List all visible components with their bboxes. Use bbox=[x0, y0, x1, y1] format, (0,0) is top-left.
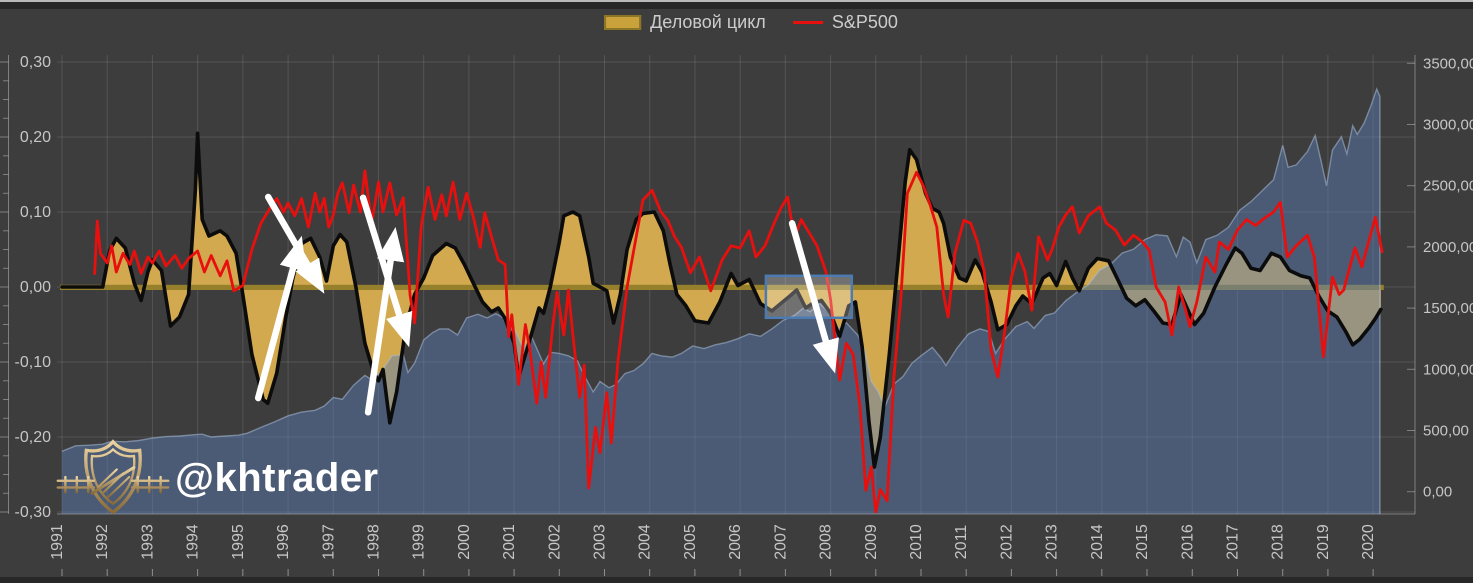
left-axis-label: -0,20 bbox=[15, 429, 52, 446]
x-axis-label: 2008 bbox=[818, 524, 835, 560]
x-axis-label: 1991 bbox=[49, 524, 66, 560]
x-axis-label: 2012 bbox=[998, 524, 1015, 560]
right-axis-label: 500,00 bbox=[1423, 423, 1469, 440]
window-top-edge bbox=[0, 0, 1473, 9]
right-axis-label: 3000,00 bbox=[1423, 117, 1473, 134]
annotation-arrows bbox=[254, 193, 839, 416]
x-axis-label: 2001 bbox=[501, 524, 518, 560]
annotation-arrow bbox=[254, 235, 307, 402]
x-axis-label: 1994 bbox=[185, 524, 202, 560]
right-axis-label: 0,00 bbox=[1423, 484, 1452, 501]
x-axis-label: 2020 bbox=[1360, 524, 1377, 560]
right-axis-label: 1000,00 bbox=[1423, 361, 1473, 378]
x-axis-label: 2014 bbox=[1089, 524, 1106, 560]
left-axis-label: 0,20 bbox=[20, 129, 51, 146]
right-axis-label: 3500,00 bbox=[1423, 55, 1473, 72]
x-axis-label: 1995 bbox=[230, 524, 247, 560]
annotation-arrow bbox=[359, 194, 413, 348]
window-bottom-edge bbox=[0, 577, 1473, 583]
x-axis-label: 2015 bbox=[1134, 524, 1151, 560]
x-axis-label: 1998 bbox=[366, 524, 383, 560]
x-axis-label: 2006 bbox=[727, 524, 744, 560]
legend-sp500-label: S&P500 bbox=[831, 12, 898, 32]
left-axis: 0,30 0,20 0,10 0,00 -0,10 -0,20 -0,30 bbox=[0, 54, 51, 521]
x-axis-label: 2010 bbox=[908, 524, 925, 560]
right-axis-label: 2500,00 bbox=[1423, 178, 1473, 195]
left-axis-label: 0,30 bbox=[20, 54, 51, 71]
x-axis-label: 2000 bbox=[456, 524, 473, 560]
watermark: @khtrader bbox=[55, 438, 379, 518]
x-axis-label: 2009 bbox=[863, 524, 880, 560]
sp500-index-area-edge bbox=[61, 87, 1381, 514]
x-axis-label: 2011 bbox=[953, 525, 970, 560]
annotation-arrow bbox=[788, 220, 839, 374]
legend: Деловой цикл S&P500 bbox=[604, 13, 898, 31]
right-axis-label: 2000,00 bbox=[1423, 239, 1473, 256]
right-axis-label: 1500,00 bbox=[1423, 300, 1473, 317]
x-axis-label: 2004 bbox=[637, 524, 654, 560]
zero-baseline bbox=[60, 284, 1384, 290]
x-axis-label: 1997 bbox=[320, 524, 337, 560]
x-axis-label: 2007 bbox=[772, 524, 789, 560]
x-axis-label: 1993 bbox=[139, 524, 156, 560]
x-axis-labels: 1991 1992 1993 1994 1995 1996 1997 1998 1999 2000… bbox=[49, 524, 1377, 576]
x-axis-label: 2017 bbox=[1225, 524, 1242, 560]
x-axis-label: 2005 bbox=[682, 524, 699, 560]
x-axis-label: 1999 bbox=[411, 524, 428, 560]
right-axis: 3500,00 3000,00 2500,00 2000,00 1500,00 1000,… bbox=[1407, 55, 1473, 514]
legend-business-cycle-label: Деловой цикл bbox=[650, 12, 766, 32]
x-axis-label: 1996 bbox=[275, 524, 292, 560]
sp500-line-swatch-icon bbox=[792, 20, 823, 24]
khtrader-logo-icon bbox=[56, 439, 170, 515]
x-axis-label: 2019 bbox=[1315, 524, 1332, 560]
sp500-line bbox=[93, 169, 1384, 514]
x-axis-label: 2013 bbox=[1044, 524, 1061, 560]
business-cycle-swatch-icon bbox=[604, 14, 642, 30]
left-axis-label: -0,30 bbox=[15, 504, 52, 521]
x-axis-label: 2003 bbox=[592, 524, 609, 560]
business-cycle-area bbox=[62, 133, 1381, 468]
x-axis-label: 2018 bbox=[1270, 524, 1287, 560]
x-axis-label: 1992 bbox=[94, 524, 111, 560]
left-axis-label: 0,00 bbox=[20, 279, 51, 296]
x-axis-label: 2002 bbox=[546, 524, 563, 560]
watermark-handle: @khtrader bbox=[175, 455, 379, 500]
left-axis-label: 0,10 bbox=[20, 204, 51, 221]
x-axis-label: 2016 bbox=[1179, 524, 1196, 560]
annotation-arrow bbox=[364, 226, 405, 416]
left-axis-label: -0,10 bbox=[15, 354, 52, 371]
